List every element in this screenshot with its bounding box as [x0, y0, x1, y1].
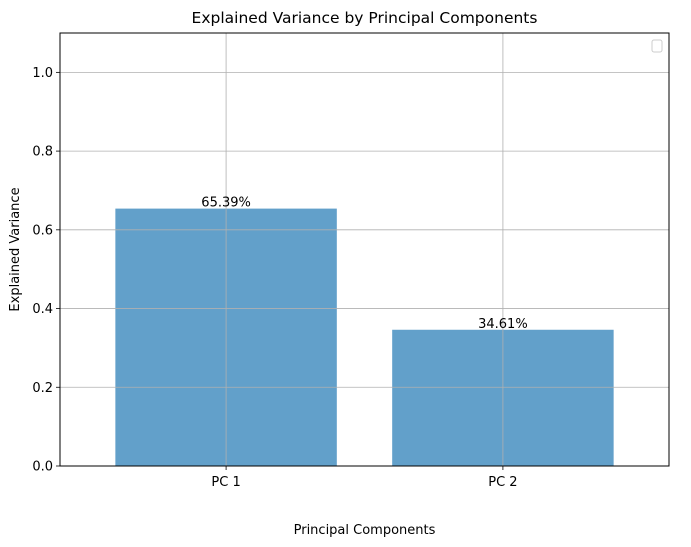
bar-value-label: 65.39%: [201, 196, 251, 211]
bars: [115, 208, 614, 466]
y-tick-label: 1.0: [32, 66, 53, 81]
plot-frame: [59, 32, 670, 467]
x-tick-label: PC 2: [488, 475, 517, 490]
y-axis-ticks: 0.0 0.2 0.4 0.6 0.8 1.0: [32, 66, 60, 475]
y-tick-label: 0.0: [32, 460, 53, 475]
y-tick-label: 0.8: [32, 145, 53, 160]
bar-value-label: 34.61%: [478, 317, 528, 332]
y-tick-label: 0.2: [32, 381, 53, 396]
x-axis-label: Principal Components: [294, 523, 436, 538]
x-tick-label: PC 1: [211, 475, 240, 490]
y-axis-label: Explained Variance: [8, 187, 23, 311]
x-axis-ticks: PC 1 PC 2: [211, 466, 518, 490]
bar-labels: 65.39% 34.61%: [201, 196, 527, 332]
y-tick-label: 0.4: [32, 302, 53, 317]
legend-box: [651, 39, 663, 53]
y-tick-label: 0.6: [32, 223, 53, 238]
chart-title: Explained Variance by Principal Componen…: [192, 9, 538, 27]
